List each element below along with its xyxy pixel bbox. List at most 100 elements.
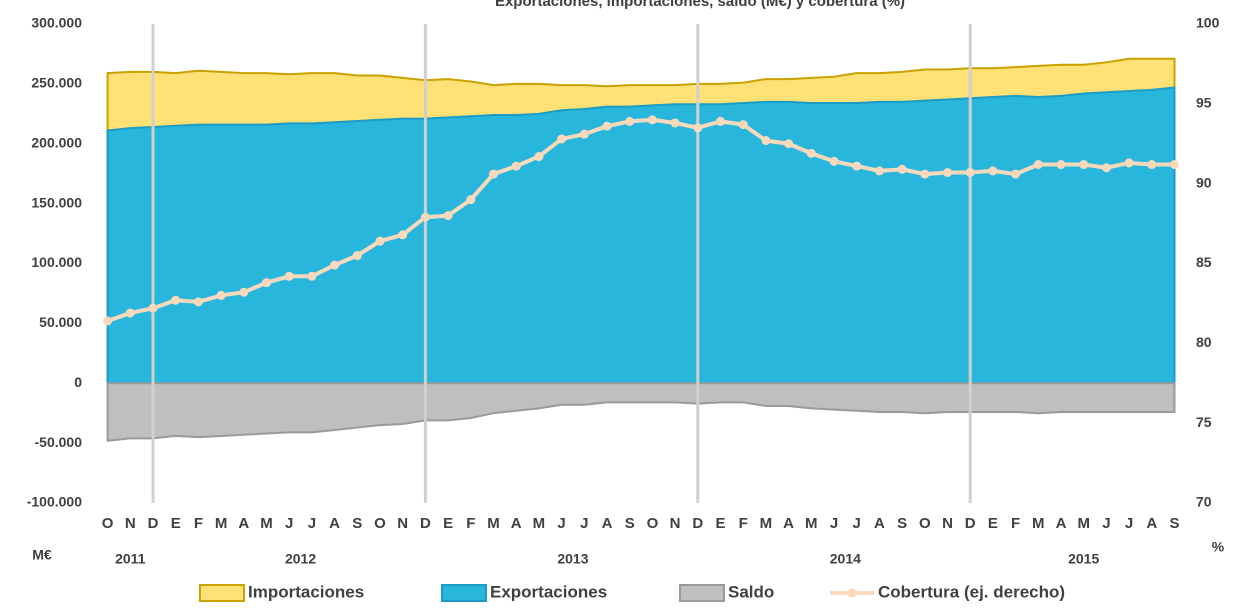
y-tick-label: -100.000 [27, 494, 82, 510]
line-marker [829, 156, 839, 166]
line-marker [716, 116, 725, 126]
line-marker [852, 161, 862, 171]
y2-tick-label: 75 [1196, 414, 1212, 430]
x-tick-label: F [194, 515, 203, 532]
y-tick-label: 200.000 [31, 134, 82, 150]
x-tick-label: M [260, 515, 273, 532]
x-tick-label: D [420, 515, 431, 532]
x-tick-label: F [739, 515, 748, 532]
line-marker [1101, 163, 1111, 173]
line-marker [557, 134, 567, 144]
line-marker [284, 271, 294, 281]
line-marker [1147, 160, 1157, 170]
x-tick-label: J [1102, 515, 1110, 532]
x-tick-label: A [238, 515, 249, 532]
x-tick-label: O [919, 515, 931, 532]
x-tick-label: E [988, 515, 998, 532]
y2-tick-label: 85 [1196, 254, 1212, 270]
y-tick-label: 50.000 [39, 314, 82, 330]
x-tick-label: A [783, 515, 794, 532]
x-tick-label: M [1032, 515, 1045, 532]
y-tick-label: 100.000 [31, 254, 82, 270]
line-marker [965, 167, 975, 177]
x-tick-label: J [285, 515, 293, 532]
line-marker [511, 161, 521, 171]
line-marker [171, 295, 181, 305]
x-tick-label: O [374, 515, 386, 532]
x-tick-label: A [874, 515, 885, 532]
year-label: 2012 [285, 551, 316, 567]
line-marker [103, 316, 113, 326]
line-marker [647, 115, 657, 125]
line-marker [1170, 160, 1179, 170]
line-marker [398, 230, 408, 240]
line-marker [920, 169, 930, 179]
x-tick-label: D [148, 515, 159, 532]
y-tick-label: -50.000 [35, 434, 83, 450]
line-marker [693, 123, 703, 133]
x-tick-label: E [443, 515, 453, 532]
line-marker [1124, 158, 1134, 168]
line-marker [352, 251, 362, 261]
x-tick-label: J [1125, 515, 1133, 532]
line-marker [874, 166, 884, 176]
x-tick-label: M [1077, 515, 1090, 532]
year-label: 2011 [115, 551, 146, 567]
x-tick-label: S [1169, 515, 1179, 532]
line-marker [1056, 160, 1066, 170]
line-marker [443, 211, 453, 221]
y2-tick-label: 90 [1196, 174, 1212, 190]
line-marker [806, 148, 816, 158]
line-marker [943, 167, 952, 177]
y-tick-label: 0 [74, 374, 82, 390]
line-marker [670, 118, 680, 128]
chart-title: Exportaciones, importaciones, saldo (M€)… [495, 0, 905, 10]
x-tick-label: M [215, 515, 228, 532]
y2-tick-label: 95 [1196, 95, 1212, 111]
line-marker [420, 212, 430, 222]
legend-swatch [199, 584, 245, 602]
line-marker [466, 195, 476, 205]
legend-label: Cobertura (ej. derecho) [878, 582, 1065, 601]
line-marker [307, 271, 317, 281]
line-marker [761, 136, 771, 146]
x-tick-label: J [308, 515, 316, 532]
line-marker [262, 278, 271, 288]
line-marker [125, 308, 135, 318]
x-tick-label: A [602, 515, 613, 532]
x-tick-label: E [171, 515, 181, 532]
line-marker [988, 166, 998, 176]
line-marker [897, 164, 907, 174]
x-tick-label: M [805, 515, 818, 532]
line-marker [375, 236, 385, 246]
x-tick-label: A [511, 515, 522, 532]
x-tick-label: A [329, 515, 340, 532]
y-axis-label: M€ [32, 547, 52, 563]
year-label: 2015 [1068, 551, 1099, 567]
y2-tick-label: 70 [1196, 494, 1212, 510]
x-tick-label: E [715, 515, 725, 532]
x-tick-label: S [625, 515, 635, 532]
y2-tick-label: 80 [1196, 334, 1212, 350]
x-tick-label: S [897, 515, 907, 532]
x-tick-label: J [557, 515, 565, 532]
area [106, 382, 1176, 442]
line-marker [738, 120, 748, 130]
x-tick-label: N [125, 515, 136, 532]
x-tick-label: F [466, 515, 475, 532]
x-tick-label: J [853, 515, 861, 532]
x-tick-label: M [760, 515, 773, 532]
x-tick-label: O [647, 515, 659, 532]
x-tick-label: N [942, 515, 953, 532]
year-label: 2013 [557, 551, 588, 567]
x-tick-label: N [670, 515, 681, 532]
y-tick-label: 300.000 [31, 15, 82, 31]
line-marker [602, 121, 612, 131]
x-tick-label: A [1056, 515, 1067, 532]
line-marker [193, 297, 203, 307]
legend-label: Exportaciones [490, 582, 607, 601]
x-tick-label: F [1011, 515, 1020, 532]
y-tick-label: 250.000 [31, 75, 82, 91]
year-label: 2014 [830, 551, 861, 567]
